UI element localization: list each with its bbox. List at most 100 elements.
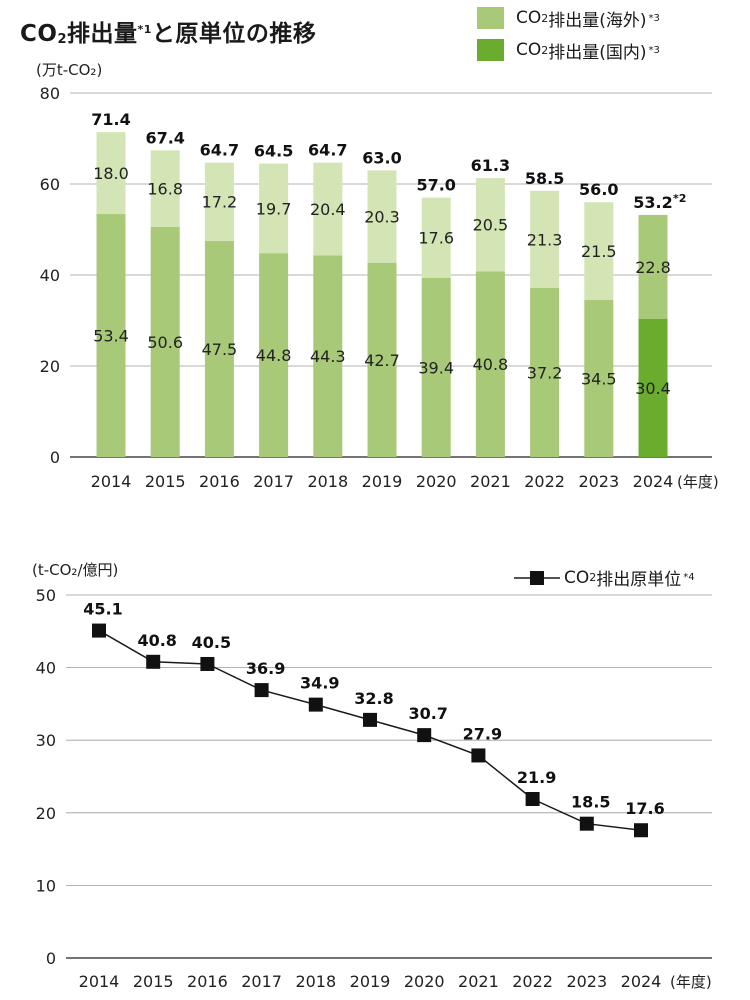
bar-y-tick-label: 80 xyxy=(40,84,60,103)
line-x-tick-label: 2016 xyxy=(187,972,228,991)
bar-overseas-value-label: 20.4 xyxy=(310,200,346,219)
bar-domestic xyxy=(313,255,343,457)
bar-overseas-value-label: 21.3 xyxy=(527,230,563,249)
bar-total-label: 63.0 xyxy=(362,148,401,167)
bar-overseas xyxy=(150,150,180,227)
bar-domestic-value-label: 50.6 xyxy=(147,333,183,352)
line-y-tick-label: 50 xyxy=(36,586,56,605)
line-y-tick-label: 30 xyxy=(36,731,56,750)
bar-domestic-value-label: 40.8 xyxy=(473,355,509,374)
bar-total-label: 56.0 xyxy=(579,180,618,199)
bar-y-tick-label: 40 xyxy=(40,266,60,285)
bar-x-tick-label: 2015 xyxy=(145,472,186,491)
line-x-tick-label: 2023 xyxy=(566,972,607,991)
bar-overseas-value-label: 19.7 xyxy=(256,199,292,218)
bar-total-label: 64.5 xyxy=(254,142,293,161)
line-y-axis-label: (t-CO₂/億円) xyxy=(32,561,118,579)
bar-domestic xyxy=(96,214,126,457)
line-y-tick-label: 40 xyxy=(36,659,56,678)
line-value-label: 32.8 xyxy=(354,689,393,708)
bar-domestic-value-label: 34.5 xyxy=(581,370,617,389)
line-value-label: 17.6 xyxy=(625,799,664,818)
bar-overseas xyxy=(313,162,343,256)
line-y-tick-label: 10 xyxy=(36,876,56,895)
bar-x-tick-label: 2019 xyxy=(362,472,403,491)
bar-domestic xyxy=(367,262,397,457)
bar-total-label: 64.7 xyxy=(200,141,239,160)
bar-domestic-value-label: 37.2 xyxy=(527,363,563,382)
bar-x-tick-label: 2021 xyxy=(470,472,511,491)
bar-domestic-value-label: 47.5 xyxy=(202,340,238,359)
bar-overseas-value-label: 17.2 xyxy=(202,193,238,212)
line-x-tick-label: 2019 xyxy=(350,972,391,991)
bar-domestic xyxy=(259,253,289,457)
legend-swatch-overseas xyxy=(477,7,504,29)
line-x-tick-label: 2022 xyxy=(512,972,553,991)
bar-overseas xyxy=(475,178,505,272)
line-value-label: 30.7 xyxy=(408,704,447,723)
bar-x-tick-label: 2023 xyxy=(578,472,619,491)
bar-x-axis-label: (年度) xyxy=(677,473,719,491)
bar-overseas xyxy=(259,163,289,254)
bar-overseas xyxy=(367,170,397,263)
bar-total-label: 58.5 xyxy=(525,169,564,188)
bar-chart-legend: CO 2 排出量(海外) *3 CO 2 排出量(国内) *3 xyxy=(477,2,660,66)
bar-overseas xyxy=(584,202,614,301)
line-value-label: 45.1 xyxy=(83,600,122,619)
line-y-tick-label: 20 xyxy=(36,804,56,823)
bar-overseas-value-label: 20.3 xyxy=(364,208,400,227)
line-point xyxy=(200,656,215,671)
line-point xyxy=(308,697,323,712)
bar-domestic xyxy=(530,287,560,457)
bar-x-tick-label: 2014 xyxy=(91,472,132,491)
bar-y-tick-label: 60 xyxy=(40,175,60,194)
bar-domestic xyxy=(584,300,614,457)
legend-line-marker-icon xyxy=(514,570,560,585)
line-value-label: 27.9 xyxy=(463,724,502,743)
legend-item-domestic: CO 2 排出量(国内) *3 xyxy=(477,34,660,66)
line-point xyxy=(471,748,486,763)
line-point xyxy=(417,728,432,743)
bar-overseas-value-label: 22.8 xyxy=(635,258,671,277)
bar-x-tick-label: 2016 xyxy=(199,472,240,491)
bar-total-label: 57.0 xyxy=(416,176,455,195)
line-value-label: 40.5 xyxy=(192,633,231,652)
line-value-label: 36.9 xyxy=(246,659,285,678)
bar-overseas-value-label: 16.8 xyxy=(147,180,183,199)
bar-overseas-value-label: 20.5 xyxy=(473,216,509,235)
bar-domestic xyxy=(421,277,451,457)
bar-domestic-value-label: 42.7 xyxy=(364,351,400,370)
legend-item-overseas: CO 2 排出量(海外) *3 xyxy=(477,2,660,34)
line-value-label: 18.5 xyxy=(571,793,610,812)
bar-y-tick-label: 0 xyxy=(50,448,60,467)
line-x-tick-label: 2015 xyxy=(133,972,174,991)
line-value-label: 34.9 xyxy=(300,674,339,693)
line-series-path xyxy=(98,629,642,831)
line-x-tick-label: 2017 xyxy=(241,972,282,991)
bar-domestic-value-label: 39.4 xyxy=(418,358,454,377)
bar-y-axis-label: (万t-CO₂) xyxy=(36,61,102,79)
bar-total-label: 71.4 xyxy=(91,110,130,129)
bar-domestic xyxy=(204,240,234,457)
bar-x-tick-label: 2020 xyxy=(416,472,457,491)
legend-swatch-domestic xyxy=(477,39,504,61)
line-y-tick-label: 0 xyxy=(46,949,56,968)
bar-domestic-value-label: 44.3 xyxy=(310,347,346,366)
bar-x-tick-label: 2017 xyxy=(253,472,294,491)
line-point xyxy=(92,623,106,638)
chart-title: CO2排出量*1と原単位の推移 xyxy=(20,21,317,47)
bar-overseas xyxy=(204,162,234,241)
bar-overseas-value-label: 17.6 xyxy=(418,229,454,248)
line-x-tick-label: 2020 xyxy=(404,972,445,991)
bar-overseas-value-label: 18.0 xyxy=(93,164,129,183)
bar-overseas-value-label: 21.5 xyxy=(581,242,617,261)
line-x-axis-label: (年度) xyxy=(670,973,712,991)
bar-overseas xyxy=(530,190,560,288)
line-point xyxy=(254,683,269,698)
line-point xyxy=(634,823,648,838)
line-x-tick-label: 2014 xyxy=(79,972,120,991)
bar-domestic xyxy=(150,226,180,457)
line-x-tick-label: 2021 xyxy=(458,972,499,991)
bar-domestic-value-label: 44.8 xyxy=(256,346,292,365)
bar-overseas xyxy=(421,197,451,278)
